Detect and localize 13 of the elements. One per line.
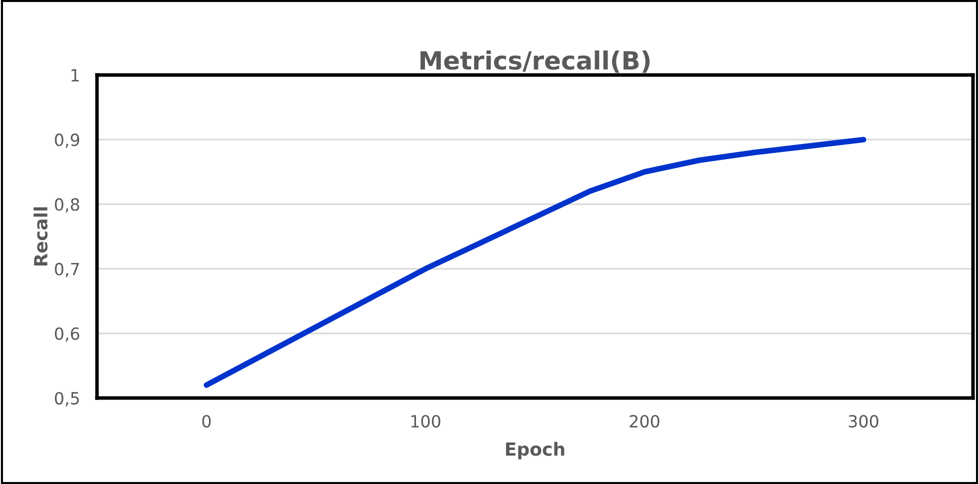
y-tick-label: 0,5 (54, 392, 79, 406)
x-tick-label: 100 (411, 414, 440, 428)
y-tick-label: 0,9 (54, 134, 80, 148)
y-tick-label: 0,6 (54, 327, 80, 342)
chart-title: Metrics/recall(B) (420, 50, 650, 73)
x-tick-label: 200 (630, 414, 660, 428)
y-tick-label: 0,8 (54, 198, 80, 212)
x-tick-label: 300 (848, 414, 878, 428)
y-axis-title: Recall (34, 207, 48, 266)
x-axis-title: Epoch (506, 442, 564, 460)
y-tick-label: 0,7 (54, 262, 79, 278)
x-tick-label: 0 (202, 414, 211, 428)
y-tick-label: 1 (72, 69, 79, 82)
